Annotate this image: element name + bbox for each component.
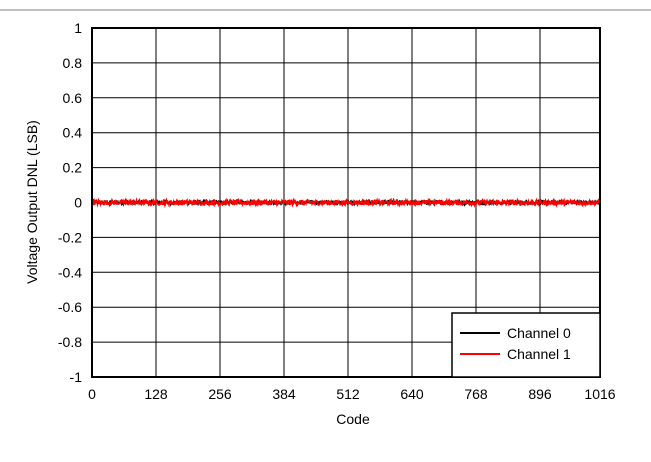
- x-tick-label: 128: [144, 386, 168, 402]
- x-tick-label: 512: [336, 386, 360, 402]
- y-tick-label: 0.8: [63, 55, 83, 71]
- y-tick-label: 0.4: [63, 125, 83, 141]
- grid-lines: [92, 28, 600, 377]
- x-tick-labels: 0 128 256 384 512 640 768 896 1016: [88, 386, 616, 402]
- x-tick-label: 256: [208, 386, 232, 402]
- x-tick-label: 384: [272, 386, 296, 402]
- legend-box: [451, 312, 601, 378]
- y-tick-label: 1: [74, 20, 82, 36]
- y-tick-label: -0.2: [58, 229, 82, 245]
- x-tick-label: 0: [88, 386, 96, 402]
- series-layer: [91, 197, 601, 209]
- legend-label-channel-1: Channel 1: [507, 346, 571, 362]
- legend: Channel 0 Channel 1: [451, 312, 601, 378]
- y-tick-labels: 1 0.8 0.6 0.4 0.2 0 -0.2 -0.4 -0.6 -0.8 -1: [58, 20, 82, 385]
- y-tick-label: 0: [74, 195, 82, 211]
- x-tick-label: 896: [528, 386, 552, 402]
- y-tick-label: -1: [70, 369, 83, 385]
- y-tick-label: -0.8: [58, 334, 82, 350]
- x-axis-title: Code: [336, 411, 370, 427]
- series-line-channel-1: [91, 197, 601, 209]
- y-tick-label: -0.4: [58, 264, 82, 280]
- y-tick-label: 0.2: [63, 160, 83, 176]
- y-axis-title: Voltage Output DNL (LSB): [24, 120, 40, 284]
- x-tick-label: 1016: [584, 386, 615, 402]
- y-tick-label: -0.6: [58, 299, 82, 315]
- y-tick-label: 0.6: [63, 90, 83, 106]
- legend-label-channel-0: Channel 0: [507, 325, 571, 341]
- x-tick-label: 640: [400, 386, 424, 402]
- plot-frame: [91, 27, 601, 378]
- x-tick-label: 768: [464, 386, 488, 402]
